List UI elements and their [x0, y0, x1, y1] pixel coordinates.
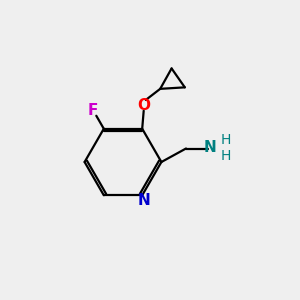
Text: H: H [221, 149, 231, 163]
Text: H: H [221, 133, 231, 147]
Text: N: N [137, 193, 150, 208]
Text: O: O [137, 98, 150, 113]
Text: N: N [204, 140, 216, 155]
Text: F: F [88, 103, 98, 118]
